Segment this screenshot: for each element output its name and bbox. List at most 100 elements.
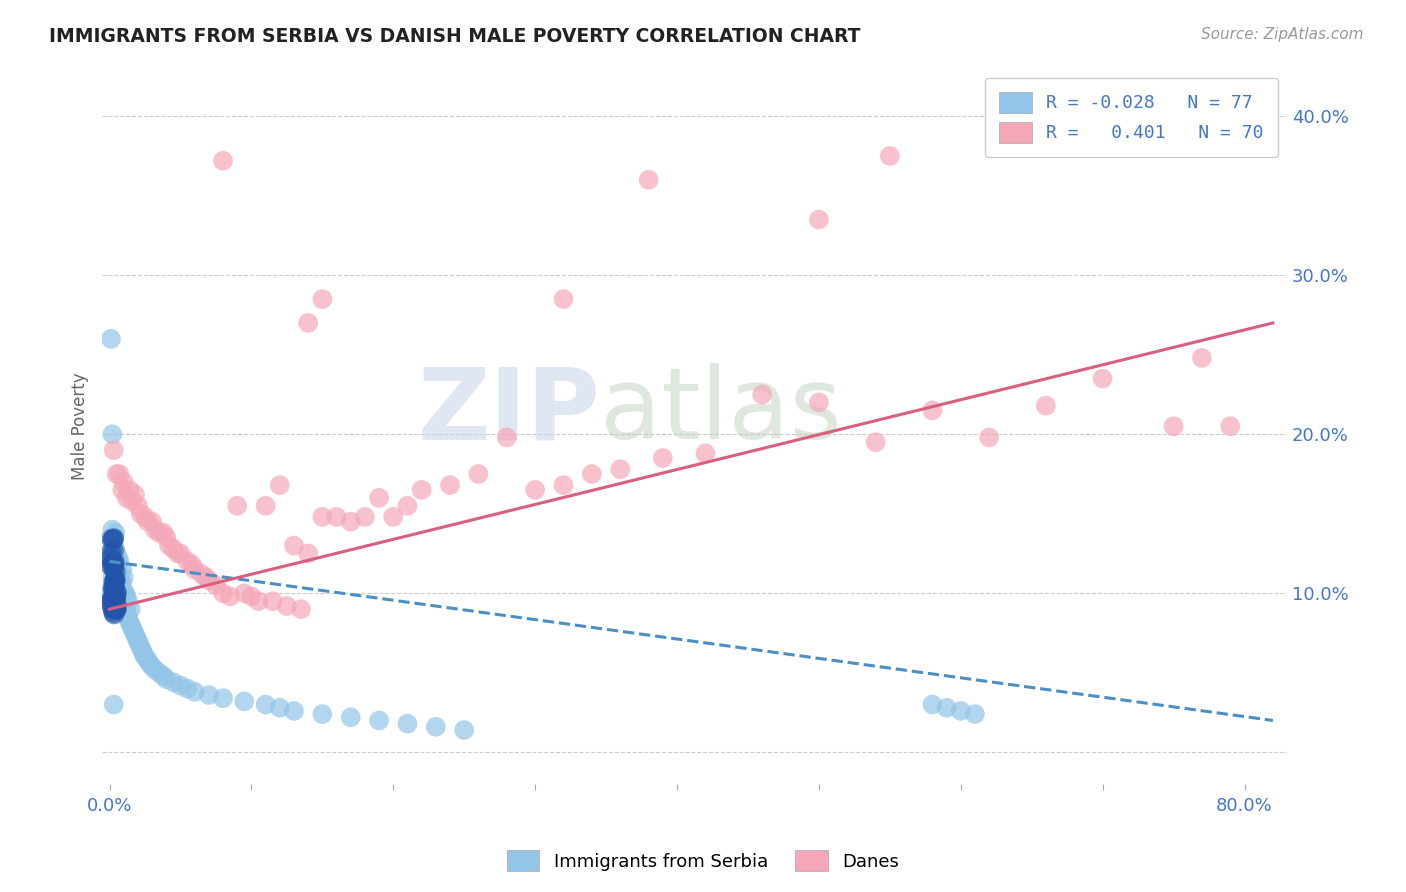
Point: [104, 541, 127, 556]
Point: [127, 499, 149, 513]
Point: [114, 586, 136, 600]
Point: [609, 462, 631, 476]
Point: [439, 478, 461, 492]
Point: [396, 716, 419, 731]
Point: [108, 586, 131, 600]
Point: [107, 567, 129, 582]
Text: IMMIGRANTS FROM SERBIA VS DANISH MALE POVERTY CORRELATION CHART: IMMIGRANTS FROM SERBIA VS DANISH MALE PO…: [49, 27, 860, 45]
Point: [103, 562, 125, 576]
Point: [115, 491, 138, 505]
Point: [290, 602, 312, 616]
Point: [155, 531, 177, 545]
Point: [1191, 351, 1213, 365]
Point: [120, 618, 142, 632]
Point: [101, 593, 124, 607]
Point: [101, 523, 124, 537]
Point: [101, 427, 124, 442]
Point: [131, 643, 153, 657]
Point: [453, 723, 475, 737]
Point: [311, 292, 333, 306]
Y-axis label: Male Poverty: Male Poverty: [72, 373, 89, 480]
Point: [183, 685, 205, 699]
Point: [269, 700, 291, 714]
Point: [1091, 371, 1114, 385]
Point: [807, 395, 830, 409]
Point: [104, 599, 127, 614]
Point: [368, 491, 391, 505]
Point: [101, 557, 124, 571]
Point: [183, 562, 205, 576]
Point: [865, 435, 887, 450]
Point: [101, 602, 124, 616]
Point: [921, 403, 943, 417]
Point: [339, 710, 361, 724]
Point: [125, 631, 148, 645]
Point: [103, 582, 125, 596]
Point: [325, 510, 347, 524]
Point: [105, 586, 128, 600]
Point: [1163, 419, 1185, 434]
Point: [117, 610, 139, 624]
Point: [103, 555, 125, 569]
Point: [155, 672, 177, 686]
Point: [117, 594, 139, 608]
Point: [111, 578, 134, 592]
Legend: R = -0.028   N = 77, R =   0.401   N = 70: R = -0.028 N = 77, R = 0.401 N = 70: [984, 78, 1278, 157]
Point: [637, 173, 659, 187]
Point: [103, 558, 125, 572]
Point: [104, 590, 127, 604]
Point: [134, 649, 156, 664]
Point: [103, 586, 125, 600]
Point: [195, 570, 218, 584]
Point: [98, 551, 121, 566]
Point: [103, 698, 125, 712]
Point: [105, 602, 128, 616]
Point: [134, 510, 156, 524]
Point: [495, 430, 517, 444]
Point: [226, 499, 249, 513]
Point: [104, 591, 127, 605]
Point: [101, 570, 124, 584]
Point: [176, 554, 198, 568]
Point: [276, 599, 298, 613]
Point: [124, 627, 146, 641]
Point: [339, 515, 361, 529]
Point: [354, 510, 377, 524]
Point: [111, 562, 134, 576]
Point: [233, 586, 256, 600]
Point: [396, 499, 419, 513]
Point: [141, 515, 163, 529]
Point: [111, 483, 134, 497]
Point: [110, 590, 132, 604]
Point: [112, 599, 135, 613]
Point: [104, 525, 127, 540]
Point: [219, 590, 242, 604]
Point: [921, 698, 943, 712]
Text: ZIP: ZIP: [418, 363, 600, 460]
Point: [198, 688, 221, 702]
Point: [101, 533, 124, 547]
Point: [105, 585, 128, 599]
Point: [425, 720, 447, 734]
Point: [247, 594, 270, 608]
Point: [105, 467, 128, 481]
Point: [162, 675, 184, 690]
Point: [148, 665, 170, 680]
Point: [129, 507, 152, 521]
Point: [121, 621, 143, 635]
Point: [105, 602, 128, 616]
Point: [157, 539, 180, 553]
Point: [104, 565, 127, 579]
Point: [879, 149, 901, 163]
Legend: Immigrants from Serbia, Danes: Immigrants from Serbia, Danes: [499, 843, 907, 879]
Point: [152, 669, 174, 683]
Point: [166, 547, 188, 561]
Point: [103, 575, 125, 590]
Point: [1219, 419, 1241, 434]
Point: [205, 578, 228, 592]
Point: [254, 499, 277, 513]
Point: [115, 605, 138, 619]
Point: [104, 599, 127, 614]
Point: [127, 634, 149, 648]
Point: [651, 451, 673, 466]
